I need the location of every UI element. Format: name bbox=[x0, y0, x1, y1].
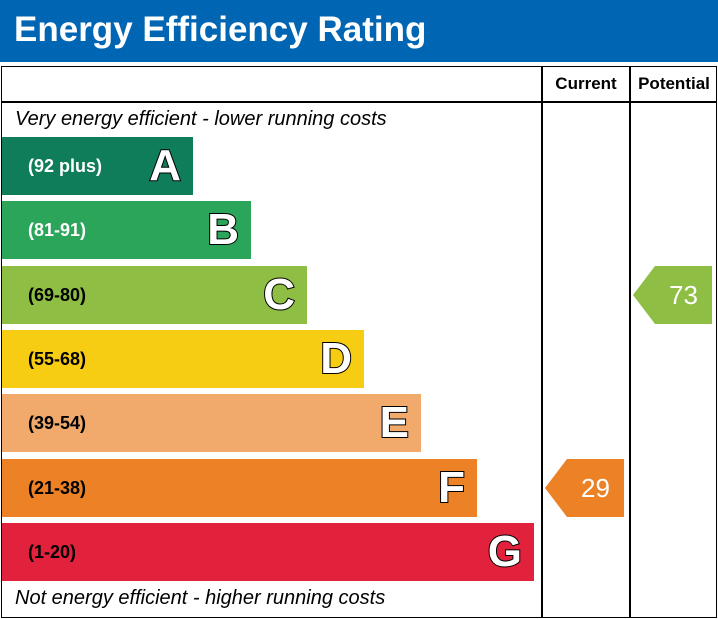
band-range-label: (21-38) bbox=[28, 478, 87, 498]
potential-column-header: Potential bbox=[638, 74, 710, 93]
band-c: (69-80) C bbox=[2, 266, 307, 324]
band-range-label: (1-20) bbox=[28, 542, 77, 562]
band-letter-label: B bbox=[206, 204, 240, 255]
band-letter-label: G bbox=[487, 526, 523, 577]
title-bar: Energy Efficiency Rating bbox=[0, 0, 718, 62]
band-letter-label: E bbox=[379, 397, 410, 448]
band-letter-label: F bbox=[437, 462, 466, 513]
band-a: (92 plus) A bbox=[2, 137, 193, 195]
bottom-caption: Not energy efficient - higher running co… bbox=[15, 587, 386, 609]
current-arrow-fill bbox=[545, 459, 624, 517]
top-caption: Very energy efficient - lower running co… bbox=[15, 108, 387, 130]
band-range-label: (39-54) bbox=[28, 413, 87, 433]
band-d: (55-68) D bbox=[2, 330, 364, 388]
band-g: (1-20) G bbox=[2, 523, 534, 581]
band-b: (81-91) B bbox=[2, 201, 251, 259]
band-letter-label: D bbox=[319, 333, 353, 384]
potential-arrow-shape bbox=[633, 266, 712, 324]
band-range-label: (69-80) bbox=[28, 285, 87, 305]
potential-rating-value: 73 bbox=[669, 280, 698, 310]
potential-rating-arrow: 73 bbox=[633, 266, 712, 324]
band-e: (39-54) E bbox=[2, 394, 421, 452]
band-letter-label: C bbox=[262, 269, 296, 320]
band-f: (21-38) F bbox=[2, 459, 477, 517]
column-divider-potential bbox=[629, 66, 631, 618]
current-column-header: Current bbox=[555, 74, 617, 93]
header-divider bbox=[1, 101, 717, 103]
band-range-label: (92 plus) bbox=[28, 156, 103, 176]
column-divider-current bbox=[541, 66, 543, 618]
band-range-label: (55-68) bbox=[28, 349, 87, 369]
band-range-label: (81-91) bbox=[28, 220, 87, 240]
potential-arrow-fill bbox=[633, 266, 712, 324]
band-letter-label: A bbox=[148, 140, 182, 191]
rating-table bbox=[1, 66, 717, 618]
chart-title: Energy Efficiency Rating bbox=[14, 10, 427, 49]
current-arrow-shape bbox=[545, 459, 624, 517]
current-rating-arrow: 29 bbox=[545, 459, 624, 517]
current-rating-value: 29 bbox=[581, 473, 610, 503]
